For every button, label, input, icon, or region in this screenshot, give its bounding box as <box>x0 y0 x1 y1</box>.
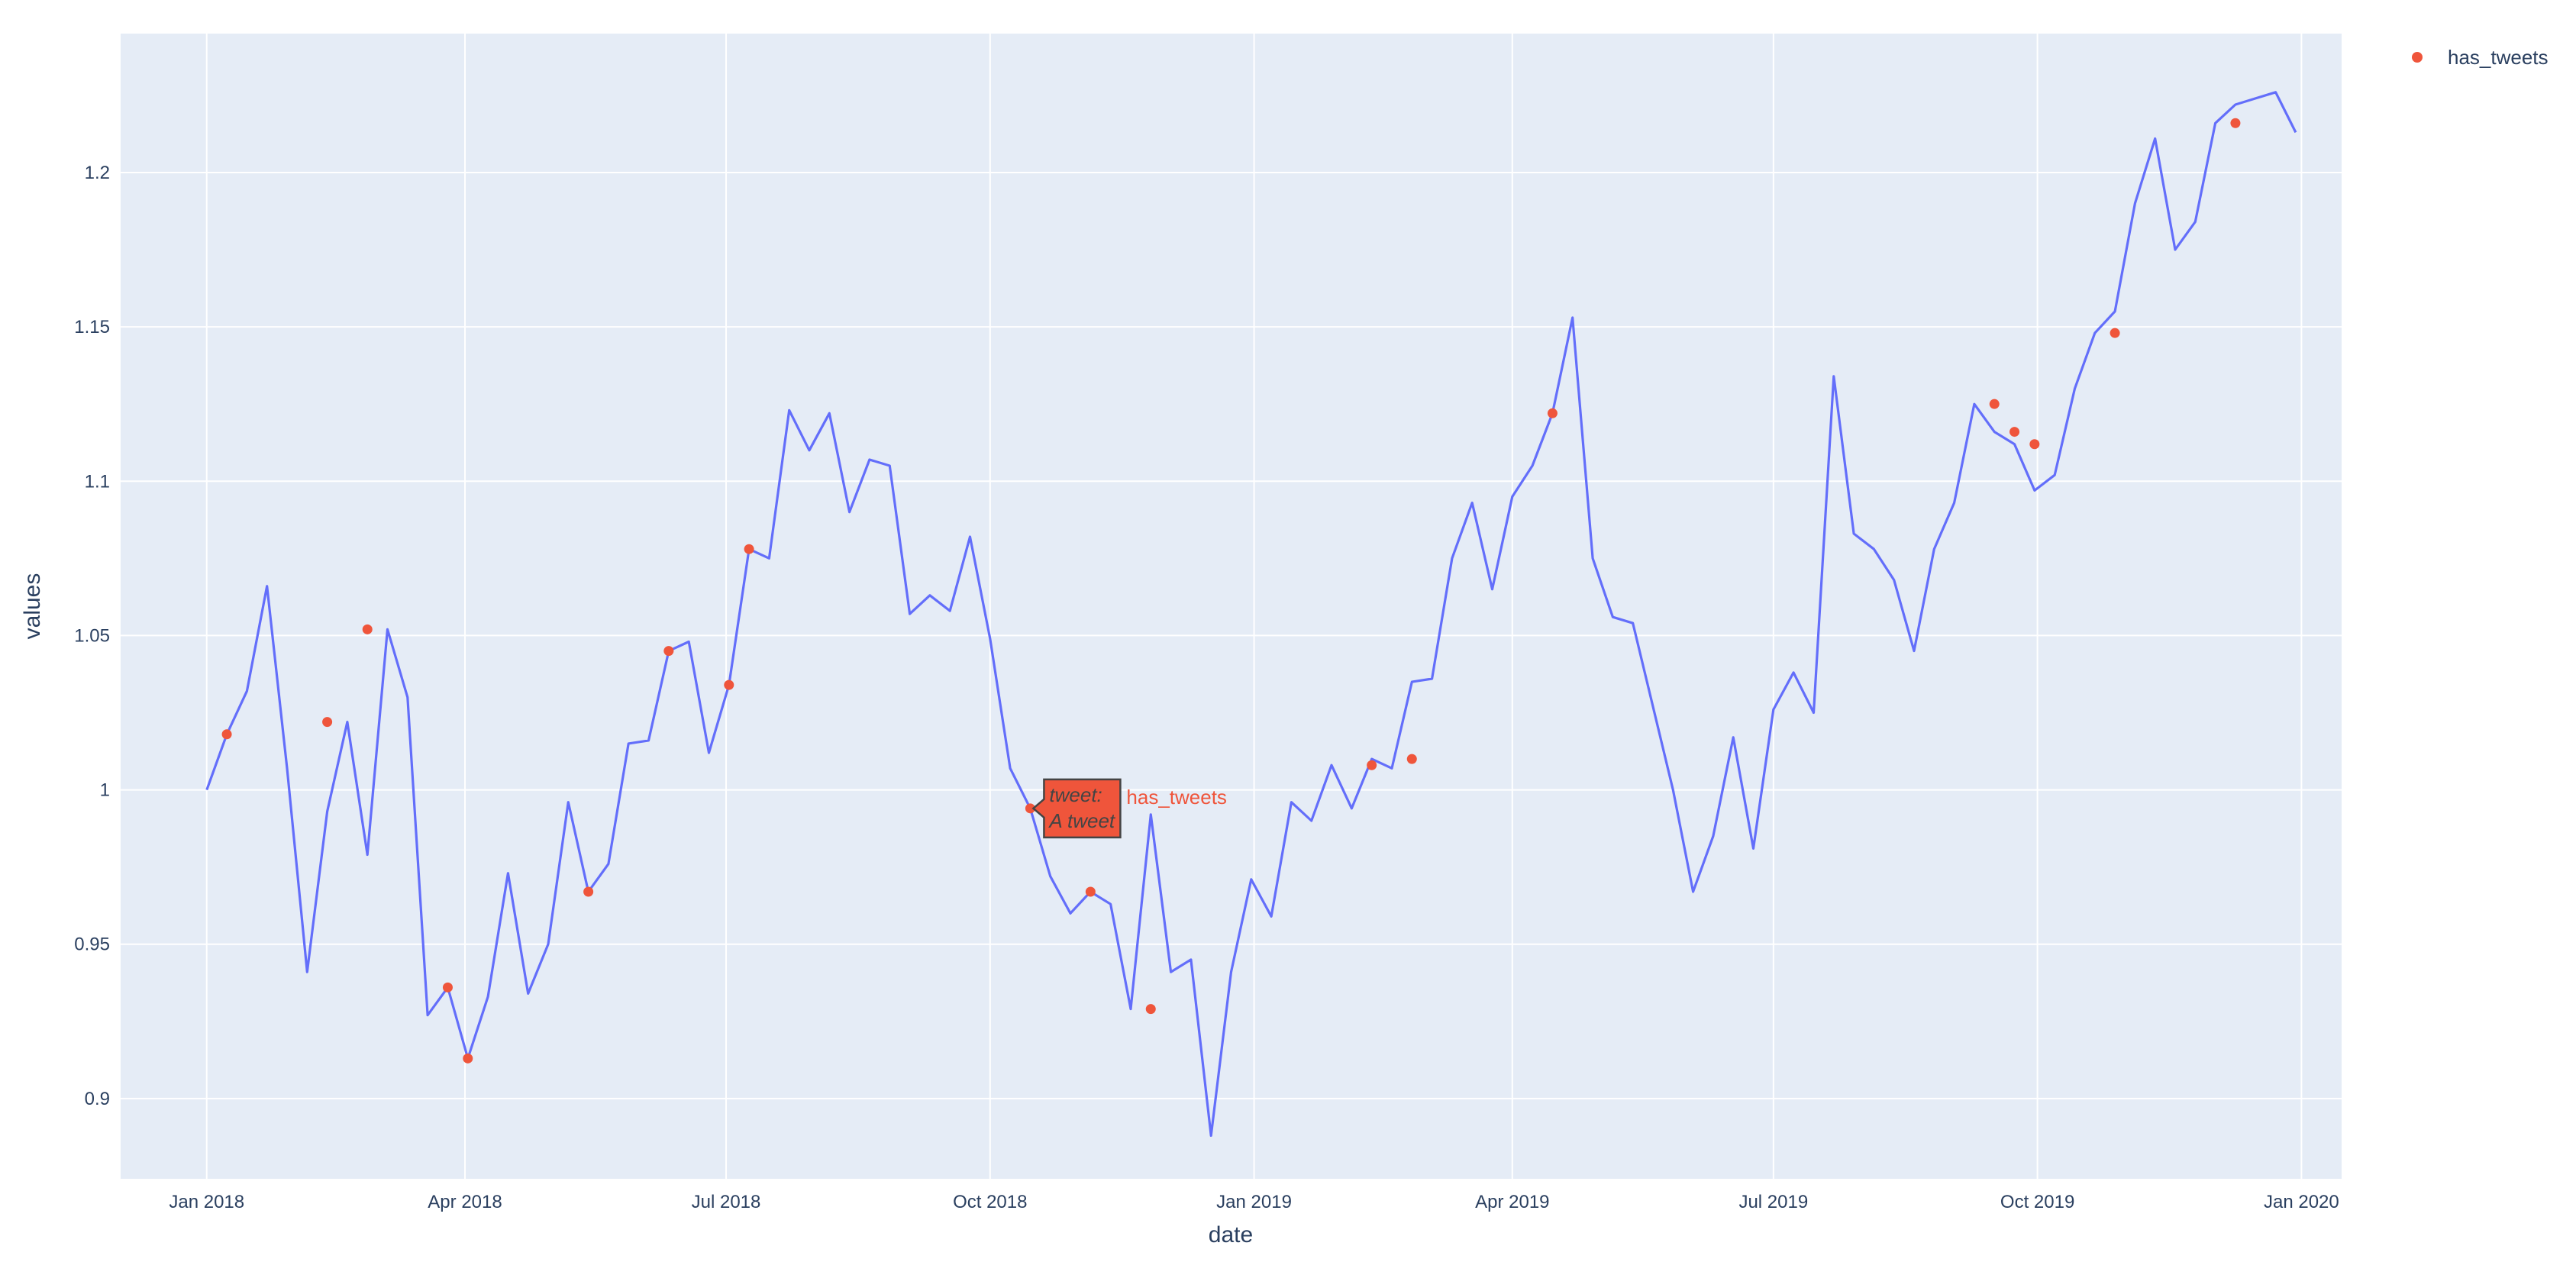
x-tick-label: Oct 2018 <box>953 1192 1027 1212</box>
has-tweets-markers[interactable] <box>221 118 2241 1064</box>
tweet-marker[interactable] <box>1085 886 1096 897</box>
tweet-marker[interactable] <box>442 982 453 993</box>
hover-text-line: tweet: <box>1049 783 1102 806</box>
y-tick-label: 1.2 <box>85 163 110 183</box>
tweet-marker[interactable] <box>463 1053 473 1064</box>
hover-box <box>1031 778 1122 839</box>
legend-label-has-tweets[interactable]: has_tweets <box>2448 46 2549 69</box>
y-tick-label: 0.95 <box>74 934 110 955</box>
tweet-marker[interactable] <box>2230 118 2241 128</box>
hover-label: tweet: A tweet has_tweets <box>1031 778 1227 839</box>
tweet-marker[interactable] <box>362 624 373 634</box>
tweet-marker[interactable] <box>2029 439 2040 450</box>
x-tick-label: Apr 2018 <box>428 1192 502 1212</box>
y-tick-label: 0.9 <box>85 1089 110 1109</box>
tweet-marker[interactable] <box>1145 1004 1156 1015</box>
y-tick-labels: 0.9 0.95 1 1.05 1.1 1.15 1.2 <box>74 163 110 1109</box>
x-tick-label: Jan 2018 <box>169 1192 244 1212</box>
y-tick-label: 1.15 <box>74 317 110 337</box>
y-axis-title: values <box>20 573 45 640</box>
tweet-marker[interactable] <box>1406 754 1417 764</box>
x-tick-label: Jul 2018 <box>692 1192 761 1212</box>
y-gridlines <box>121 171 2342 1099</box>
tweet-marker[interactable] <box>1547 408 1558 418</box>
series-line <box>205 91 2297 1137</box>
x-gridlines <box>205 34 2303 1179</box>
hover-text-line: A tweet <box>1048 809 1116 832</box>
x-tick-label: Apr 2019 <box>1475 1192 1549 1212</box>
y-tick-label: 1.05 <box>74 625 110 646</box>
tweet-marker[interactable] <box>724 679 734 690</box>
tweet-marker[interactable] <box>322 717 333 728</box>
y-tick-label: 1.1 <box>85 471 110 492</box>
tweet-marker[interactable] <box>2110 328 2120 338</box>
tweet-marker[interactable] <box>221 729 232 740</box>
x-axis-title: date <box>1209 1222 1253 1248</box>
hover-series-name: has_tweets <box>1126 786 1227 809</box>
tweet-marker[interactable] <box>1025 803 1035 814</box>
x-tick-label: Jan 2020 <box>2264 1192 2339 1212</box>
legend-marker-has-tweets <box>2412 52 2423 63</box>
tweet-marker[interactable] <box>1989 399 2000 409</box>
y-tick-label: 1 <box>100 780 110 801</box>
tweet-marker[interactable] <box>583 886 594 897</box>
x-tick-label: Jan 2019 <box>1216 1192 1292 1212</box>
tweet-marker[interactable] <box>744 544 754 554</box>
plot-area <box>121 34 2342 1179</box>
tweet-marker[interactable] <box>2009 427 2020 437</box>
x-tick-label: Oct 2019 <box>2000 1192 2074 1212</box>
x-tick-labels: Jan 2018 Apr 2018 Jul 2018 Oct 2018 Jan 2019… <box>169 1192 2339 1212</box>
legend[interactable]: has_tweets <box>2412 46 2549 69</box>
tweet-marker[interactable] <box>663 646 674 657</box>
x-tick-label: Jul 2019 <box>1738 1192 1808 1212</box>
tweet-marker[interactable] <box>1367 760 1377 770</box>
